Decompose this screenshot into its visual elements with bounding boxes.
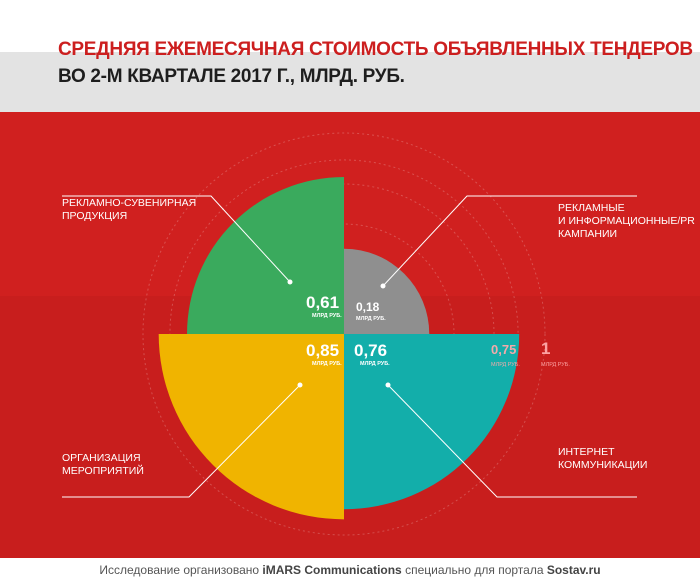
scale-mark-unit: МЛРД РУБ. bbox=[491, 362, 520, 368]
page-title: СРЕДНЯЯ ЕЖЕМЕСЯЧНАЯ СТОИМОСТЬ ОБЪЯВЛЕННЫ… bbox=[58, 36, 693, 90]
chart-slice bbox=[344, 334, 520, 510]
leader-dot bbox=[385, 382, 391, 388]
data-label: 0,76 bbox=[354, 341, 387, 360]
category-label: РЕКЛАМНЫЕ bbox=[558, 202, 625, 214]
leader-line bbox=[387, 384, 637, 498]
leader-line bbox=[62, 195, 291, 283]
category-label: ОРГАНИЗАЦИЯ bbox=[62, 452, 141, 464]
data-label: 0,61 bbox=[306, 293, 339, 312]
leader-dot bbox=[297, 382, 303, 388]
leader-dot bbox=[287, 279, 293, 285]
footer-credit: Исследование организовано iMARS Communic… bbox=[0, 563, 700, 577]
category-label: КАМПАНИИ bbox=[558, 228, 617, 240]
scale-mark: 1 bbox=[541, 339, 550, 358]
scale-mark: 0,75 bbox=[491, 342, 516, 357]
footer-middle: специально для портала bbox=[401, 563, 547, 577]
leader-line bbox=[382, 195, 637, 287]
title-band-grey bbox=[0, 52, 700, 112]
scale-mark-unit: МЛРД РУБ. bbox=[541, 362, 570, 368]
guide-ring bbox=[142, 132, 546, 536]
data-label-unit: МЛРД РУБ. bbox=[360, 361, 390, 367]
category-label: МЕРОПРИЯТИЙ bbox=[62, 464, 144, 477]
title-line-1: СРЕДНЯЯ ЕЖЕМЕСЯЧНАЯ СТОИМОСТЬ ОБЪЯВЛЕННЫ… bbox=[58, 39, 693, 60]
leader-dot bbox=[380, 283, 386, 289]
category-label: И ИНФОРМАЦИОННЫЕ/PR bbox=[558, 215, 695, 227]
footer-portal: Sostav.ru bbox=[546, 563, 601, 577]
data-label: 0,18 bbox=[356, 300, 380, 314]
footer bbox=[0, 558, 700, 588]
chart-slice bbox=[344, 248, 430, 334]
category-label: РЕКЛАМНО-СУВЕНИРНАЯ bbox=[62, 197, 196, 209]
footer-org: iMARS Communications bbox=[262, 563, 402, 577]
title-line-2: ВО 2-М КВАРТАЛЕ 2017 Г., МЛРД. РУБ. bbox=[58, 66, 405, 87]
footer-prefix: Исследование организовано bbox=[99, 563, 263, 577]
data-label-unit: МЛРД РУБ. bbox=[312, 313, 342, 319]
chart-slice bbox=[158, 334, 344, 520]
data-label-unit: МЛРД РУБ. bbox=[312, 361, 342, 367]
data-label: 0,85 bbox=[306, 341, 339, 360]
data-label-unit: МЛРД РУБ. bbox=[356, 316, 386, 322]
leader-line bbox=[62, 384, 301, 498]
category-label: ПРОДУКЦИЯ bbox=[62, 210, 127, 222]
category-label: ИНТЕРНЕТ bbox=[558, 446, 615, 458]
category-label: КОММУНИКАЦИИ bbox=[558, 459, 647, 471]
